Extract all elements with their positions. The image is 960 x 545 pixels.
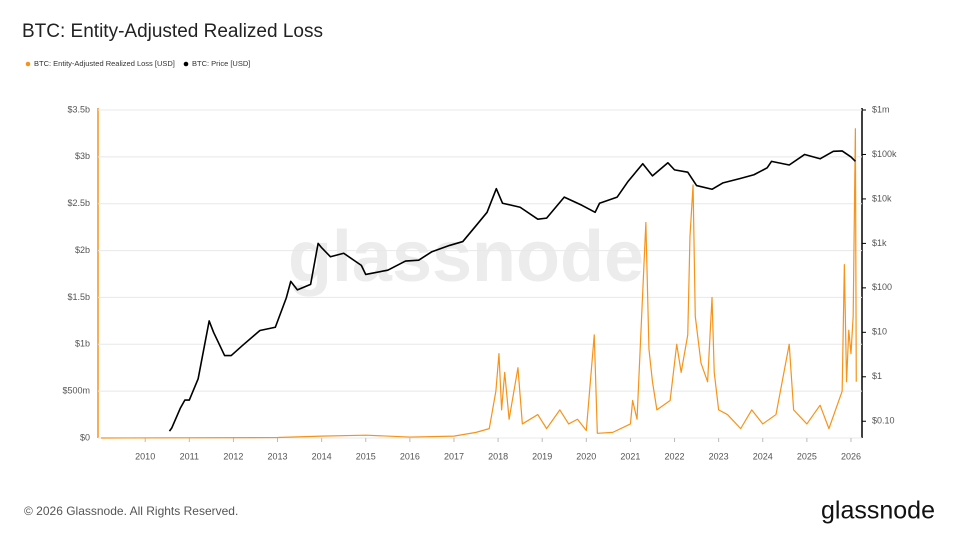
x-tick-label: 2012 xyxy=(223,451,243,461)
y2-tick-label: $10k xyxy=(872,193,892,203)
x-tick-label: 2016 xyxy=(400,451,420,461)
y-tick-label: $3b xyxy=(75,151,90,161)
watermark: glassnode xyxy=(288,217,644,297)
y2-tick-label: $0.10 xyxy=(872,416,895,426)
legend-swatch xyxy=(183,61,189,67)
footer: © 2026 Glassnode. All Rights Reserved. xyxy=(24,504,238,518)
x-tick-label: 2026 xyxy=(841,451,861,461)
x-tick-label: 2011 xyxy=(180,451,199,461)
x-tick-label: 2013 xyxy=(268,451,288,461)
y2-tick-label: $10 xyxy=(872,327,887,337)
x-tick-label: 2014 xyxy=(312,451,332,461)
y-tick-label: $1.5b xyxy=(67,292,90,302)
legend-label: BTC: Price [USD] xyxy=(192,59,250,68)
x-tick-label: 2017 xyxy=(444,451,464,461)
legend-swatch xyxy=(25,61,31,67)
x-tick-label: 2024 xyxy=(753,451,773,461)
x-tick-label: 2015 xyxy=(356,451,376,461)
x-tick-label: 2023 xyxy=(709,451,729,461)
legend-label: BTC: Entity-Adjusted Realized Loss [USD] xyxy=(34,59,175,68)
x-tick-label: 2010 xyxy=(135,451,155,461)
x-tick-label: 2020 xyxy=(576,451,596,461)
x-tick-label: 2019 xyxy=(532,451,552,461)
y-tick-label: $2b xyxy=(75,245,90,255)
y-tick-label: $500m xyxy=(62,386,90,396)
x-tick-label: 2018 xyxy=(488,451,508,461)
x-tick-label: 2021 xyxy=(620,451,640,461)
y-tick-label: $3.5b xyxy=(67,104,90,114)
y-tick-label: $0 xyxy=(80,432,90,442)
y2-tick-label: $100k xyxy=(872,149,897,159)
brand-logo: glassnode xyxy=(821,497,935,525)
y2-tick-label: $1m xyxy=(872,104,890,114)
x-tick-label: 2025 xyxy=(797,451,817,461)
y2-tick-label: $100 xyxy=(872,282,892,292)
x-tick-label: 2022 xyxy=(665,451,685,461)
y-tick-label: $2.5b xyxy=(67,198,90,208)
y2-tick-label: $1 xyxy=(872,371,882,381)
series-line xyxy=(168,150,856,432)
chart-title: BTC: Entity-Adjusted Realized Loss xyxy=(22,21,323,42)
series-line xyxy=(101,128,857,439)
y2-tick-label: $1k xyxy=(872,238,887,248)
y-tick-label: $1b xyxy=(75,339,90,349)
